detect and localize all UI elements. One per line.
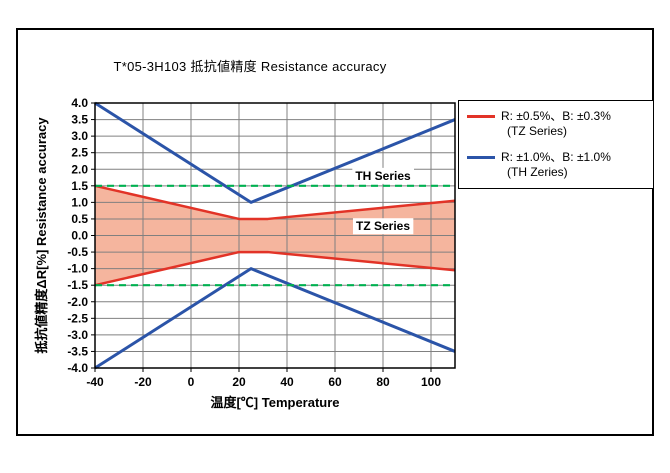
y-tick-label: 1.5	[71, 179, 88, 193]
x-tick-label: 100	[421, 375, 441, 389]
legend-item-th: R: ±1.0%、B: ±1.0% (TH Zeries)	[467, 150, 645, 180]
y-tick-label: -3.5	[67, 344, 88, 358]
x-tick-label: 60	[328, 375, 342, 389]
legend-item-tz: R: ±0.5%、B: ±0.3% (TZ Series)	[467, 109, 645, 139]
x-tick-label: 80	[376, 375, 390, 389]
y-tick-label: -1.0	[67, 262, 88, 276]
y-tick-label: 0.0	[71, 229, 88, 243]
y-tick-label: -3.0	[67, 328, 88, 342]
series-TZ-upper	[94, 184, 456, 221]
legend-tz-tolerance: R: ±0.5%、B: ±0.3%	[501, 109, 611, 123]
series-TH-upper	[94, 101, 456, 204]
x-tick-label: -40	[86, 375, 104, 389]
y-tick-label: 2.5	[71, 146, 88, 160]
series-TH-lower	[94, 267, 456, 370]
y-tick-label: 4.0	[71, 96, 88, 110]
y-tick-label: 0.5	[71, 212, 88, 226]
y-tick-label: 1.0	[71, 195, 88, 209]
y-axis-label: 抵抗値精度ΔR[%] Resistance accuracy	[34, 117, 49, 354]
x-tick-label: 40	[280, 375, 294, 389]
series-TZ-lower	[94, 250, 456, 287]
legend-tz-series-name: (TZ Series)	[507, 124, 567, 138]
chart-title: T*05-3H103 抵抗値精度 Resistance accuracy	[113, 59, 387, 74]
blue-line-icon	[467, 156, 495, 159]
x-tick-label: 0	[188, 375, 195, 389]
resistance-accuracy-chart: 4.0 3.5 3.0 2.5 2.0 1.5 1.0 0.5 0.0 -0.5 -1.0 -1.5 -…	[34, 96, 456, 410]
y-tick-label: -1.5	[67, 278, 88, 292]
y-tick-label: -4.0	[67, 361, 88, 375]
legend-box: R: ±0.5%、B: ±0.3% (TZ Series) R: ±1.0%、B…	[458, 100, 654, 189]
x-tick-label: 20	[232, 375, 246, 389]
y-tick-label: 3.5	[71, 113, 88, 127]
y-tick-label: 2.0	[71, 162, 88, 176]
series-annotation: TZ Series	[356, 219, 410, 233]
y-tick-label: 3.0	[71, 129, 88, 143]
legend-th-series-name: (TH Zeries)	[507, 165, 568, 179]
y-tick-label: -0.5	[67, 245, 88, 259]
legend-text-th: R: ±1.0%、B: ±1.0% (TH Zeries)	[501, 150, 611, 180]
legend-th-tolerance: R: ±1.0%、B: ±1.0%	[501, 150, 611, 164]
x-tick-label: -20	[134, 375, 152, 389]
x-axis-label: 温度[℃] Temperature	[210, 395, 339, 410]
legend-text-tz: R: ±0.5%、B: ±0.3% (TZ Series)	[501, 109, 611, 139]
y-tick-label: -2.5	[67, 311, 88, 325]
series-annotation: TH Series	[355, 169, 411, 183]
y-tick-label: -2.0	[67, 295, 88, 309]
red-line-icon	[467, 115, 495, 118]
